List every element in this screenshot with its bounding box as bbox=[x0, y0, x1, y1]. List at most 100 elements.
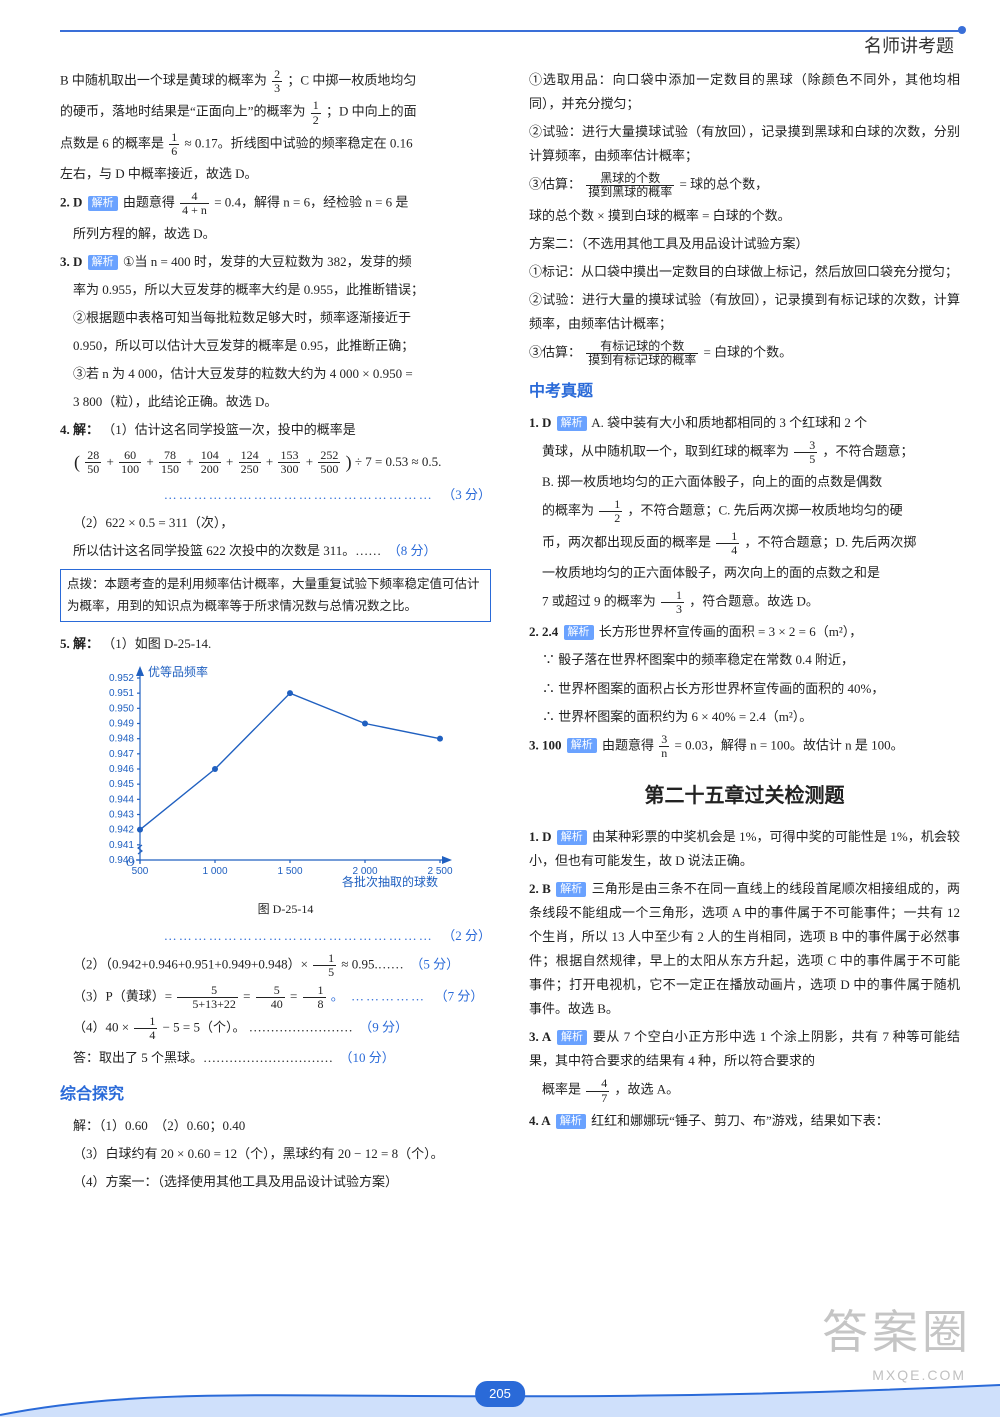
c3-l2: 概率是 47 ，故选 A。 bbox=[529, 1077, 960, 1104]
analysis-tag: 解析 bbox=[557, 1030, 587, 1045]
r-p6: ①标记：从口袋中摸出一定数目的白球做上标记，然后放回口袋充分搅匀； bbox=[529, 260, 960, 284]
dotline: ……………………………………………… bbox=[164, 928, 449, 943]
text: 币，两次都出现反面的概率是 bbox=[542, 534, 711, 549]
q2-cont: 所列方程的解，故选 D。 bbox=[60, 222, 491, 246]
q5-p4: （4）40 × 14 − 5 = 5（个）。 …………………… （9 分） bbox=[60, 1015, 491, 1042]
page-number-badge: 205 bbox=[475, 1381, 525, 1407]
svg-text:0.951: 0.951 bbox=[109, 688, 134, 699]
svg-text:0.944: 0.944 bbox=[109, 794, 134, 805]
q4-score1: ……………………………………………… （3 分） bbox=[60, 483, 491, 507]
chart-svg: O0.9520.9510.9500.9490.9480.9470.9460.94… bbox=[80, 660, 460, 890]
c3-l1: 3. A 解析 要从 7 个空白小正方形中选 1 个涂上阴影，共有 7 种等可能… bbox=[529, 1025, 960, 1073]
svg-text:各批次抽取的球数: 各批次抽取的球数 bbox=[342, 874, 438, 889]
q3-l3: ②根据题中表格可知当每批粒数足够大时，频率逐渐接近于 bbox=[60, 306, 491, 330]
text: 由某种彩票的中奖机会是 1%，可得中奖的可能性是 1%，机会较小，但也有可能发生… bbox=[529, 829, 960, 868]
text: ≈ 0.17。折线图中试验的频率稳定在 0.16 bbox=[185, 135, 413, 150]
text: 三角形是由三条不在同一直线上的线段首尾顺次相接组成的，两条线段不能组成一个三角形… bbox=[529, 881, 960, 1016]
analysis-tag: 解析 bbox=[557, 830, 587, 845]
svg-text:0.940: 0.940 bbox=[109, 855, 134, 866]
svg-text:0.943: 0.943 bbox=[109, 809, 134, 820]
zk1-l4: 的概率为 12 ，不符合题意；C. 先后两次掷一枚质地均匀的硬 bbox=[529, 498, 960, 525]
zk2-l3: ∴ 世界杯图案的面积占长方形世界杯宣传画的面积的 40%， bbox=[529, 677, 960, 701]
svg-text:1 500: 1 500 bbox=[277, 866, 302, 877]
svg-text:优等品频率: 优等品频率 bbox=[148, 664, 208, 679]
text: ，不符合题意； bbox=[823, 443, 914, 458]
column-left: B 中随机取出一个球是黄球的概率为 23 ；C 中掷一枚质地均匀 的硬币，落地时… bbox=[60, 68, 497, 1198]
q3-l1: 3. D 解析 ①当 n = 400 时，发芽的大豆粒数为 382，发芽的频 bbox=[60, 250, 491, 274]
svg-text:0.945: 0.945 bbox=[109, 779, 134, 790]
intro-line-1: B 中随机取出一个球是黄球的概率为 23 ；C 中掷一枚质地均匀 bbox=[60, 68, 491, 95]
q5-p5: 答：取出了 5 个黑球。………………………… （10 分） bbox=[60, 1046, 491, 1070]
zk1-l7: 7 或超过 9 的概率为 13 ，符合题意。故选 D。 bbox=[529, 589, 960, 616]
header-bar: 名师讲考题 bbox=[60, 30, 960, 58]
zk2-l4: ∴ 世界杯图案的面积约为 6 × 40% = 2.4（m²）。 bbox=[529, 705, 960, 729]
text: 红红和娜娜玩“锤子、剪刀、布”游戏，结果如下表： bbox=[591, 1113, 889, 1128]
column-right: ①选取用品：向口袋中添加一定数目的黑球（除颜色不同外，其他均相同），并充分搅匀；… bbox=[523, 68, 960, 1198]
q4-head: 4. 解： （1）估计这名同学投篮一次，投中的概率是 bbox=[60, 418, 491, 442]
q4-expr: ( 2850 + 60100 + 78150 + 104200 + 124250… bbox=[60, 446, 491, 479]
fraction: 14 bbox=[714, 530, 741, 557]
text: ①当 n = 400 时，发芽的大豆粒数为 382，发芽的频 bbox=[123, 254, 412, 269]
zk1-l2: 黄球，从中随机取一个，取到红球的概率为 35 ，不符合题意； bbox=[529, 439, 960, 466]
fraction: 18 bbox=[301, 984, 328, 1011]
fraction: 12 bbox=[597, 498, 624, 525]
analysis-tag: 解析 bbox=[564, 625, 594, 640]
fraction: 12 bbox=[309, 99, 323, 126]
text: （1）估计这名同学投篮一次，投中的概率是 bbox=[102, 422, 356, 437]
r-p3: ③估算： 黑球的个数摸到黑球的概率 = 球的总个数， bbox=[529, 172, 960, 199]
zk1-l1: 1. D 解析 A. 袋中装有大小和质地都相同的 3 个红球和 2 个 bbox=[529, 411, 960, 435]
score-label: （5 分） bbox=[417, 957, 459, 972]
item-number: 2. 2.4 bbox=[529, 624, 558, 639]
svg-text:0.947: 0.947 bbox=[109, 749, 134, 760]
fraction: 15 bbox=[311, 952, 338, 979]
dotline: ……………………………………………… bbox=[164, 487, 449, 502]
text: （3）P（黄球）= bbox=[73, 988, 172, 1003]
fraction: 55+13+22 bbox=[175, 984, 240, 1011]
q3-l2: 率为 0.955，所以大豆发芽的概率大约是 0.955，此推断错误； bbox=[60, 278, 491, 302]
header-dot-icon bbox=[958, 26, 966, 34]
svg-text:0.948: 0.948 bbox=[109, 734, 134, 745]
text: 所以估计这名同学投篮 622 次投中的次数是 311。…… bbox=[73, 543, 394, 558]
text: ，不符合题意；D. 先后两次掷 bbox=[745, 534, 917, 549]
svg-text:0.941: 0.941 bbox=[109, 840, 134, 851]
figure-caption: 图 D-25-14 bbox=[80, 898, 491, 920]
analysis-tag: 解析 bbox=[556, 1114, 586, 1129]
eq: = bbox=[243, 988, 250, 1003]
line-chart: O0.9520.9510.9500.9490.9480.9470.9460.94… bbox=[80, 660, 491, 920]
c2: 2. B 解析 三角形是由三条不在同一直线上的线段首尾顺次相接组成的，两条线段不… bbox=[529, 877, 960, 1021]
analysis-tag: 解析 bbox=[88, 255, 118, 270]
analysis-tag: 解析 bbox=[557, 416, 587, 431]
exp3: （4）方案一：（选择使用其他工具及用品设计试验方案） bbox=[60, 1170, 491, 1194]
text: ，不符合题意；C. 先后两次掷一枚质地均匀的硬 bbox=[628, 503, 903, 518]
fraction: 3n bbox=[657, 733, 671, 760]
text: ≈ 0.95.…… bbox=[341, 957, 416, 972]
text: ；D 中向上的面 bbox=[326, 104, 417, 119]
fraction: 16 bbox=[167, 131, 181, 158]
text: ③估算： bbox=[529, 344, 581, 359]
q5-score1: ……………………………………………… （2 分） bbox=[60, 924, 491, 948]
text: 由题意得 bbox=[602, 737, 654, 752]
text: （4）40 × bbox=[73, 1020, 129, 1035]
page: 名师讲考题 B 中随机取出一个球是黄球的概率为 23 ；C 中掷一枚质地均匀 的… bbox=[0, 0, 1000, 1417]
text: ；C 中掷一枚质地均匀 bbox=[287, 73, 416, 88]
score-label: （10 分） bbox=[346, 1050, 395, 1065]
zk2-l2: ∵ 骰子落在世界杯图案中的频率稳定在常数 0.4 附近， bbox=[529, 648, 960, 672]
score-label: （3 分） bbox=[449, 487, 491, 502]
columns: B 中随机取出一个球是黄球的概率为 23 ；C 中掷一枚质地均匀 的硬币，落地时… bbox=[60, 68, 960, 1198]
r-p7: ②试验：进行大量的摸球试验（有放回），记录摸到有标记球的次数，计算频率，由频率估… bbox=[529, 288, 960, 336]
fraction: 13 bbox=[659, 589, 686, 616]
fraction: 23 bbox=[270, 68, 284, 95]
text: A. 袋中装有大小和质地都相同的 3 个红球和 2 个 bbox=[591, 415, 867, 430]
text: 由题意得 bbox=[123, 195, 175, 210]
text: 黄球，从中随机取一个，取到红球的概率为 bbox=[542, 443, 789, 458]
text: ，故选 A。 bbox=[615, 1082, 680, 1097]
header-title: 名师讲考题 bbox=[864, 30, 954, 63]
text: 长方形世界杯宣传画的面积 = 3 × 2 = 6（m²）， bbox=[599, 624, 863, 639]
svg-text:1 000: 1 000 bbox=[202, 866, 227, 877]
q4-p2b: 所以估计这名同学投篮 622 次投中的次数是 311。…… （8 分） bbox=[60, 539, 491, 563]
exp1: 解：（1）0.60 （2）0.60；0.40 bbox=[60, 1114, 491, 1138]
text: （1）如图 D-25-14. bbox=[102, 636, 211, 651]
item-number: 1. D bbox=[529, 829, 551, 844]
svg-text:0.952: 0.952 bbox=[109, 673, 134, 684]
zk1-l5: 币，两次都出现反面的概率是 14 ，不符合题意；D. 先后两次掷 bbox=[529, 530, 960, 557]
